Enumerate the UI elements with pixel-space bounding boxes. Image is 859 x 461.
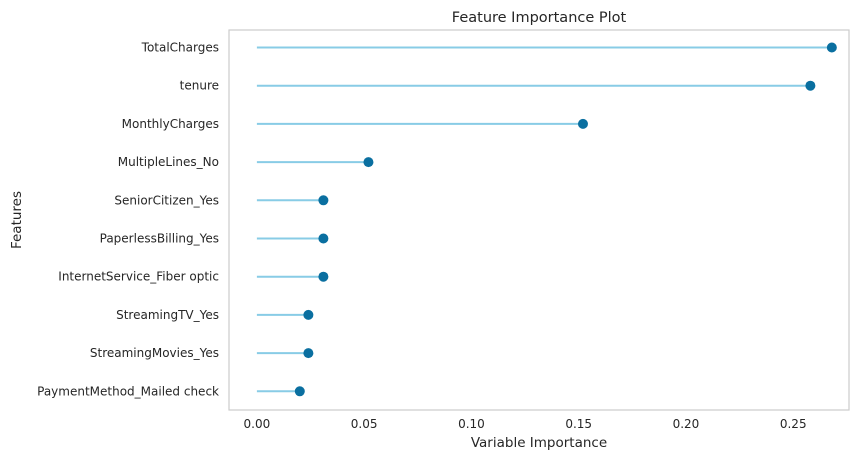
marker-7 <box>303 309 314 320</box>
marker-4 <box>318 195 329 206</box>
y-tick-label-9: PaymentMethod_Mailed check <box>37 384 219 398</box>
marker-8 <box>303 348 314 359</box>
y-tick-label-2: MonthlyCharges <box>122 117 219 131</box>
y-tick-label-7: StreamingTV_Yes <box>116 308 219 322</box>
y-tick-label-4: SeniorCitizen_Yes <box>114 193 219 207</box>
x-tick-label-0: 0.00 <box>244 417 271 431</box>
y-tick-label-6: InternetService_Fiber optic <box>58 270 219 284</box>
y-tick-labels: TotalCharges tenure MonthlyCharges Multiple… <box>37 41 219 399</box>
marker-3 <box>363 157 374 168</box>
chart-title: Feature Importance Plot <box>452 10 627 26</box>
x-tick-label-5: 0.25 <box>780 417 807 431</box>
marker-2 <box>577 118 588 129</box>
lollipop-stems <box>256 46 832 393</box>
plot-area <box>228 29 850 411</box>
y-tick-label-0: TotalCharges <box>141 41 219 55</box>
y-tick-label-8: StreamingMovies_Yes <box>90 346 219 360</box>
marker-0 <box>826 42 837 53</box>
y-tick-label-3: MultipleLines_No <box>118 155 219 169</box>
x-tick-label-4: 0.20 <box>673 417 700 431</box>
lollipop-markers <box>294 42 837 397</box>
marker-5 <box>318 233 329 244</box>
marker-9 <box>294 386 305 397</box>
marker-6 <box>318 271 329 282</box>
marker-1 <box>805 80 816 91</box>
x-tick-labels: 0.00 0.05 0.10 0.15 0.20 0.25 <box>244 417 807 431</box>
x-tick-label-2: 0.10 <box>458 417 485 431</box>
x-axis-title: Variable Importance <box>471 435 607 451</box>
x-tick-label-1: 0.05 <box>351 417 378 431</box>
y-tick-label-5: PaperlessBilling_Yes <box>100 232 219 246</box>
y-axis-title: Features <box>9 191 25 249</box>
x-tick-label-3: 0.15 <box>565 417 592 431</box>
y-tick-label-1: tenure <box>180 79 219 93</box>
